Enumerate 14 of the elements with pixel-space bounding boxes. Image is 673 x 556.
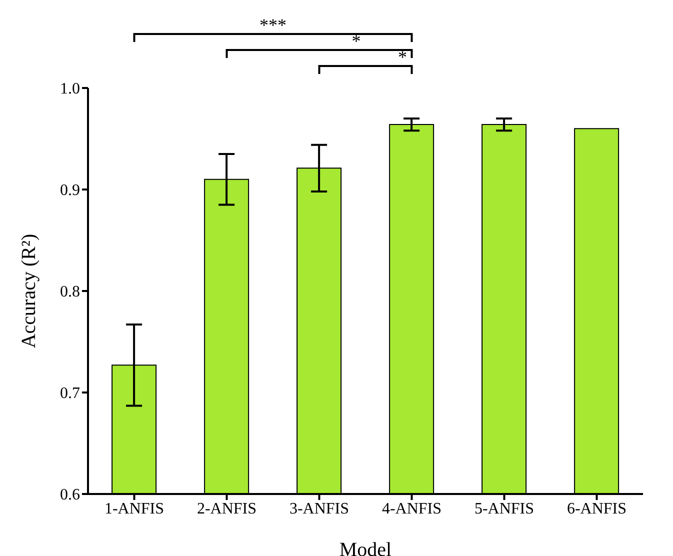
x-tick-label: 4-ANFIS (382, 500, 442, 518)
x-tick-label: 6-ANFIS (566, 500, 627, 518)
y-axis-title: Accuracy (R²) (18, 234, 40, 348)
x-tick-label: 3-ANFIS (289, 500, 350, 518)
x-tick-label: 1-ANFIS (104, 500, 164, 518)
y-tick-label: 0.8 (60, 284, 80, 301)
x-axis-title: Model (339, 539, 392, 556)
significance-bracket: * (318, 47, 413, 74)
y-tick-label: 0.6 (60, 486, 80, 504)
x-tick-label: 5-ANFIS (474, 500, 534, 518)
y-tick-label: 0.9 (60, 182, 80, 200)
x-tick-label: 2-ANFIS (196, 500, 257, 518)
y-tick-label: 1.0 (60, 80, 80, 98)
y-tick-label: 0.7 (60, 385, 80, 402)
